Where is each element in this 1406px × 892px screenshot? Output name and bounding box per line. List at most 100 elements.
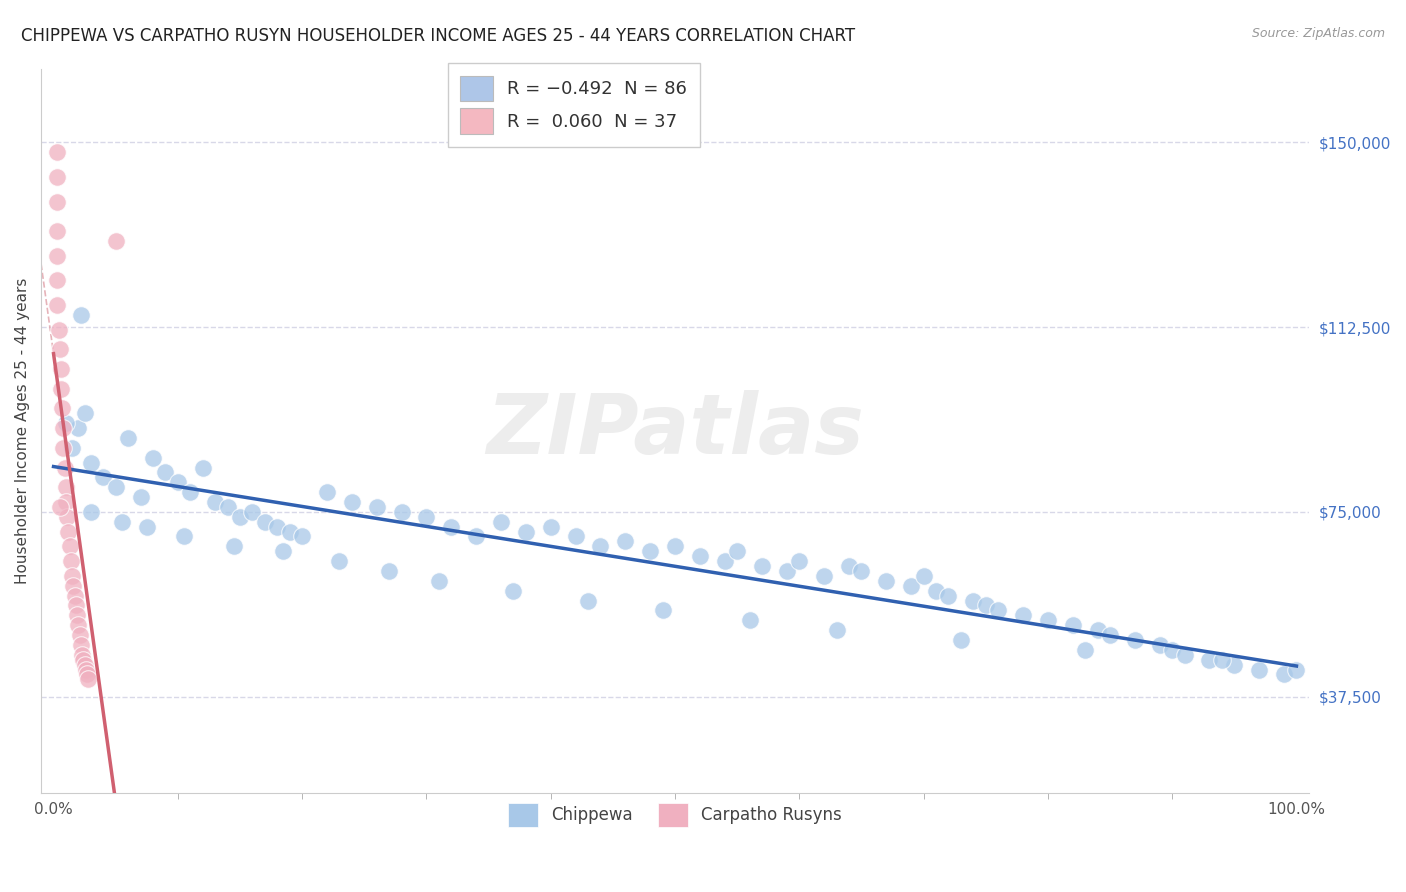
Point: [56, 509, 79, 524]
Point: [1098, 628, 1121, 642]
Point: [489, 515, 512, 529]
Point: [55, 416, 77, 430]
Point: [191, 460, 214, 475]
Point: [52, 441, 75, 455]
Point: [129, 490, 152, 504]
Point: [813, 569, 835, 583]
Point: [664, 540, 686, 554]
Point: [46, 145, 69, 160]
Point: [111, 515, 134, 529]
Point: [46, 169, 69, 184]
Point: [1272, 667, 1295, 681]
Point: [515, 524, 537, 539]
Point: [838, 559, 860, 574]
Point: [713, 554, 735, 568]
Point: [427, 574, 450, 588]
Point: [65, 599, 87, 613]
Point: [62, 579, 84, 593]
Point: [1036, 613, 1059, 627]
Point: [1198, 653, 1220, 667]
Point: [938, 589, 960, 603]
Point: [900, 579, 922, 593]
Point: [925, 583, 948, 598]
Point: [949, 632, 972, 647]
Point: [340, 495, 363, 509]
Point: [80, 505, 103, 519]
Point: [51, 401, 73, 416]
Point: [77, 673, 100, 687]
Point: [638, 544, 661, 558]
Point: [46, 298, 69, 312]
Point: [48, 323, 70, 337]
Point: [316, 485, 339, 500]
Point: [1123, 632, 1146, 647]
Point: [46, 224, 69, 238]
Point: [49, 343, 72, 357]
Point: [987, 603, 1010, 617]
Y-axis label: Householder Income Ages 25 - 44 years: Householder Income Ages 25 - 44 years: [15, 277, 30, 583]
Point: [1087, 623, 1109, 637]
Point: [46, 273, 69, 287]
Point: [440, 519, 463, 533]
Point: [66, 608, 89, 623]
Point: [738, 613, 761, 627]
Point: [776, 564, 799, 578]
Point: [222, 540, 245, 554]
Point: [266, 519, 288, 533]
Point: [60, 569, 83, 583]
Point: [614, 534, 637, 549]
Point: [69, 628, 91, 642]
Point: [564, 529, 586, 543]
Point: [328, 554, 350, 568]
Point: [135, 519, 157, 533]
Point: [278, 524, 301, 539]
Point: [1211, 653, 1233, 667]
Point: [415, 509, 437, 524]
Point: [166, 475, 188, 490]
Text: CHIPPEWA VS CARPATHO RUSYN HOUSEHOLDER INCOME AGES 25 - 44 YEARS CORRELATION CHA: CHIPPEWA VS CARPATHO RUSYN HOUSEHOLDER I…: [21, 27, 855, 45]
Point: [391, 505, 413, 519]
Point: [378, 564, 401, 578]
Point: [155, 466, 177, 480]
Point: [787, 554, 810, 568]
Point: [67, 618, 90, 632]
Text: ZIPatlas: ZIPatlas: [486, 390, 863, 471]
Point: [253, 515, 276, 529]
Point: [104, 234, 127, 248]
Point: [75, 663, 97, 677]
Point: [725, 544, 748, 558]
Point: [1161, 642, 1184, 657]
Text: Source: ZipAtlas.com: Source: ZipAtlas.com: [1251, 27, 1385, 40]
Point: [242, 505, 264, 519]
Point: [851, 564, 873, 578]
Point: [91, 470, 114, 484]
Point: [502, 583, 524, 598]
Point: [104, 480, 127, 494]
Point: [179, 485, 201, 500]
Point: [58, 524, 80, 539]
Point: [1012, 608, 1035, 623]
Point: [1149, 638, 1171, 652]
Point: [46, 194, 69, 209]
Point: [73, 657, 96, 672]
Point: [291, 529, 314, 543]
Point: [46, 249, 69, 263]
Point: [59, 540, 82, 554]
Point: [589, 540, 612, 554]
Point: [751, 559, 773, 574]
Point: [70, 638, 93, 652]
Point: [76, 667, 98, 681]
Point: [73, 406, 96, 420]
Point: [49, 382, 72, 396]
Point: [80, 456, 103, 470]
Point: [366, 500, 388, 514]
Point: [576, 593, 599, 607]
Point: [70, 308, 93, 322]
Point: [67, 421, 90, 435]
Point: [217, 500, 239, 514]
Point: [689, 549, 711, 564]
Point: [912, 569, 935, 583]
Point: [825, 623, 848, 637]
Point: [962, 593, 984, 607]
Point: [273, 544, 295, 558]
